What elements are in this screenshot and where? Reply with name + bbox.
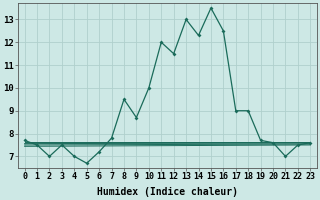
X-axis label: Humidex (Indice chaleur): Humidex (Indice chaleur) [97,186,238,197]
